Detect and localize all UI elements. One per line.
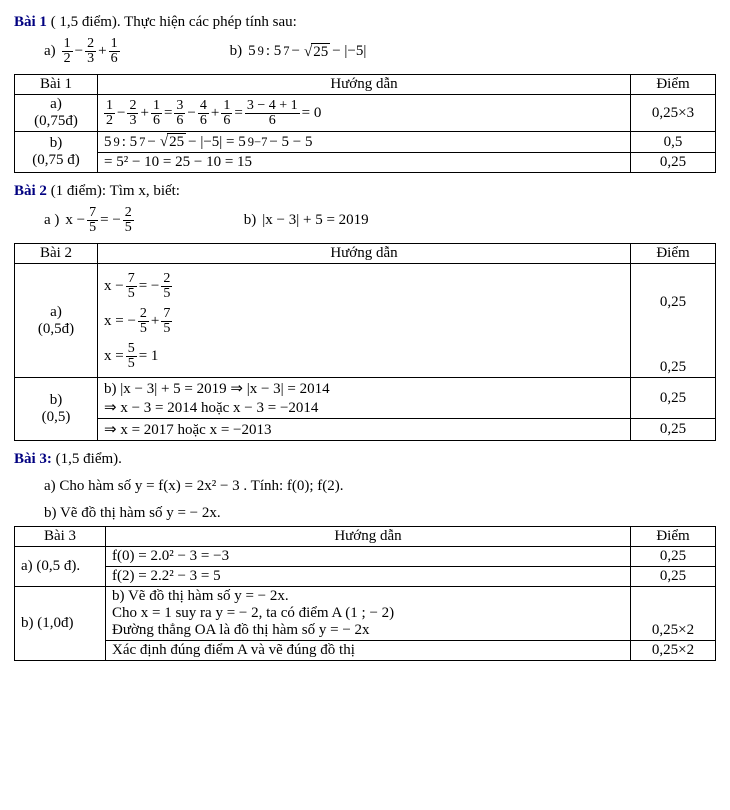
bai2-row-a-label: a) (0,5đ) (15, 264, 98, 378)
bai3-row-b-label: b) (1,0đ) (15, 587, 106, 661)
bai2-th2: Hướng dẫn (98, 244, 631, 264)
bai3-item-b: b) Vẽ đồ thị hàm số y = − 2x. (44, 505, 716, 522)
bai1-th3: Điểm (631, 75, 716, 95)
bai2-b-expr: |x − 3| + 5 = 2019 (262, 212, 368, 229)
bai1-row-b1-pts: 0,5 (631, 132, 716, 153)
bai3-row-a2-sol: f(2) = 2.2² − 3 = 5 (106, 567, 631, 587)
bai3-th2: Hướng dẫn (106, 527, 631, 547)
bai1-title: Bài 1 ( 1,5 điểm). Thực hiện các phép tí… (14, 14, 716, 31)
bai1-row-a-sol: 12 − 23 + 16 = 36 − 46 + 16 = 3 − 4 + 16… (98, 95, 631, 132)
bai1-item-b: b) 59 : 57 − 25 − |−5| (230, 43, 367, 61)
bai2-item-a: a ) x − 75 = − 25 (44, 206, 134, 235)
bai3-title: Bài 3: (1,5 điểm). (14, 451, 716, 468)
bai3-row-a1-pts: 0,25 (631, 547, 716, 567)
bai3-row-b1-pts: 0,25×2 (631, 587, 716, 641)
bai3-row-b2-sol: Xác định đúng điểm A và vẽ đúng đồ thị (106, 641, 631, 661)
bai3-table: Bài 3 Hướng dẫn Điểm a) (0,5 đ). f(0) = … (14, 526, 716, 661)
bai1-title-rest: ( 1,5 điểm). Thực hiện các phép tính sau… (47, 14, 297, 30)
bai3-row-b1-sol: b) Vẽ đồ thị hàm số y = − 2x. Cho x = 1 … (106, 587, 631, 641)
bai2-title-bold: Bài 2 (14, 183, 47, 199)
bai2-row-a-pts: 0,25 0,25 (631, 264, 716, 378)
bai3-item-a: a) Cho hàm số y = f(x) = 2x² − 3 . Tính:… (44, 478, 716, 495)
bai1-row-b-label: b) (0,75 đ) (15, 132, 98, 173)
bai1-th2: Hướng dẫn (98, 75, 631, 95)
bai1-item-a: a) 12 − 23 + 16 (44, 37, 120, 66)
bai2-row-b3-sol: ⇒ x = 2017 hoặc x = −2013 (98, 419, 631, 441)
bai3-row-b2-pts: 0,25×2 (631, 641, 716, 661)
bai2-row-b-label: b) (0,5) (15, 378, 98, 441)
bai1-table: Bài 1 Hướng dẫn Điểm a) (0,75đ) 12 − 23 … (14, 74, 716, 173)
bai3-th3: Điểm (631, 527, 716, 547)
bai2-th3: Điểm (631, 244, 716, 264)
bai2-item-b: b) |x − 3| + 5 = 2019 (244, 212, 369, 229)
bai2-row-b1-pts: 0,25 (631, 378, 716, 419)
bai3-th1: Bài 3 (15, 527, 106, 547)
bai1-row-b2-sol: = 5² − 10 = 25 − 10 = 15 (98, 153, 631, 173)
bai1-row-b1-sol: 59 : 57 − 25 − |−5| = 59−7 − 5 − 5 (98, 132, 631, 153)
bai3-row-a1-sol: f(0) = 2.0² − 3 = −3 (106, 547, 631, 567)
bai3-title-bold: Bài 3: (14, 451, 52, 467)
bai3-row-a2-pts: 0,25 (631, 567, 716, 587)
bai1-row-b2-pts: 0,25 (631, 153, 716, 173)
bai2-table: Bài 2 Hướng dẫn Điểm a) (0,5đ) x − 75 = … (14, 243, 716, 441)
bai1-b-expr: 59 : 57 − 25 − |−5| (248, 43, 366, 61)
bai2-row-b3-pts: 0,25 (631, 419, 716, 441)
bai1-title-bold: Bài 1 (14, 14, 47, 30)
bai2-row-b1-sol: b) |x − 3| + 5 = 2019 ⇒ |x − 3| = 2014 ⇒… (98, 378, 631, 419)
bai3-title-rest: (1,5 điểm). (52, 451, 122, 467)
bai1-row-a-pts: 0,25×3 (631, 95, 716, 132)
bai1-row-a-label: a) (0,75đ) (15, 95, 98, 132)
bai2-items: a ) x − 75 = − 25 b) |x − 3| + 5 = 2019 (44, 206, 716, 235)
bai1-a-expr: 12 − 23 + 16 (62, 37, 120, 66)
bai2-th1: Bài 2 (15, 244, 98, 264)
bai1-items: a) 12 − 23 + 16 b) 59 : 57 − 25 − |−5| (44, 37, 716, 66)
bai2-title-rest: (1 điểm): Tìm x, biết: (47, 183, 180, 199)
bai1-th1: Bài 1 (15, 75, 98, 95)
bai2-row-a-sol: x − 75 = − 25 x = − 25 + 75 x = 55 = 1 (98, 264, 631, 378)
bai2-title: Bài 2 (1 điểm): Tìm x, biết: (14, 183, 716, 200)
bai3-row-a-label: a) (0,5 đ). (15, 547, 106, 587)
bai2-a-expr: x − 75 = − 25 (65, 206, 133, 235)
